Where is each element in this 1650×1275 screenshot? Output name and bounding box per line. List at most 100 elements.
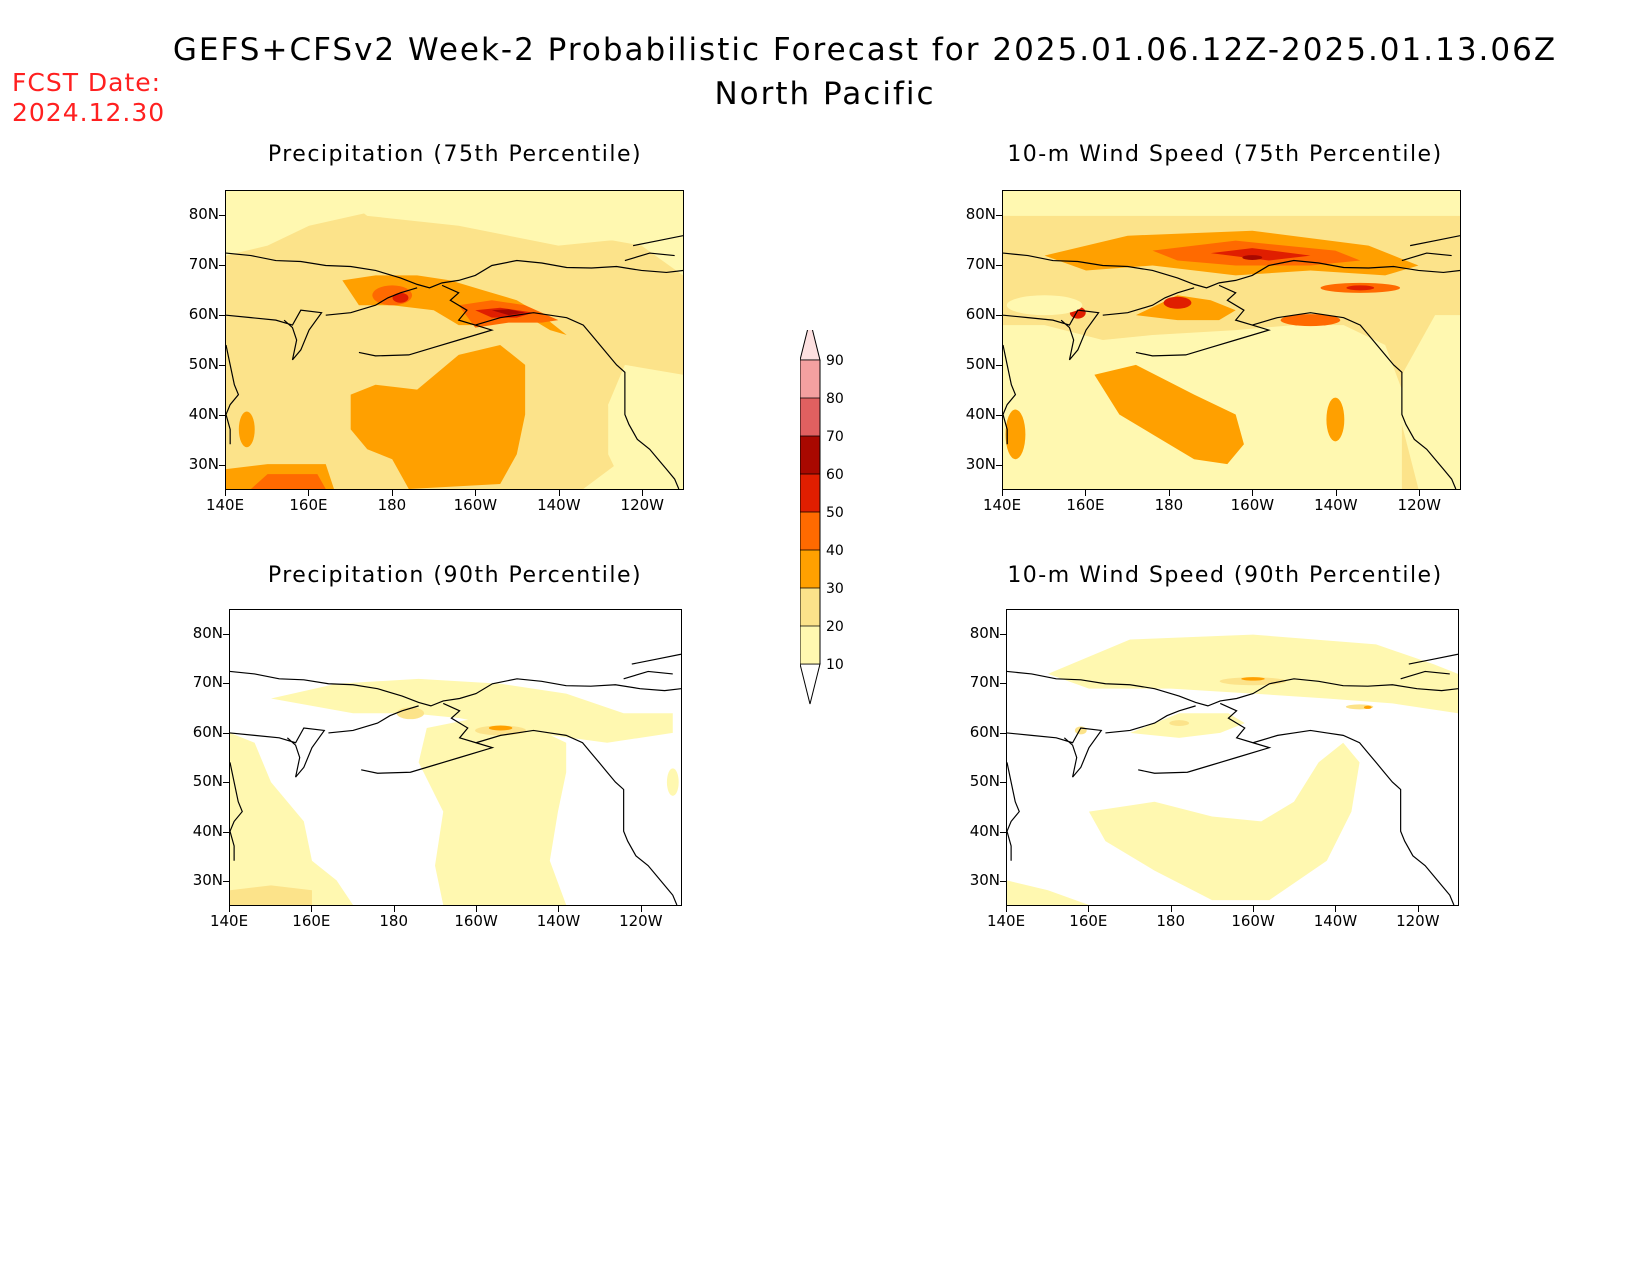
lat-tick-label: 30N xyxy=(188,455,219,473)
lat-tick-label: 70N xyxy=(969,673,1000,692)
lon-tick-mark xyxy=(308,490,310,496)
colorbar-label: 90 xyxy=(826,353,844,369)
colorbar-segment xyxy=(800,360,820,398)
precip90-field xyxy=(230,653,681,905)
kamchatka-coastline xyxy=(1003,309,1100,361)
lon-tick-mark xyxy=(642,490,644,496)
lon-tick-label: 160E xyxy=(289,496,328,514)
colorbar-segment xyxy=(800,588,820,626)
archipelago-coastline xyxy=(1408,653,1458,665)
lat-tick-label: 60N xyxy=(969,722,1000,741)
wind75-japan-30 xyxy=(1005,409,1026,460)
lat-tick-label: 60N xyxy=(188,305,219,323)
lat-tick-label: 60N xyxy=(965,305,996,323)
precip75-chukotka-50 xyxy=(392,292,409,303)
map-wind-speed-90th xyxy=(1006,609,1459,906)
map-wind-speed-75th xyxy=(1002,190,1461,490)
wind75-east-30 xyxy=(1326,397,1345,442)
wind75-arctic-60 xyxy=(1242,255,1263,261)
map-precipitation-75th xyxy=(225,190,684,490)
lon-tick-label: 140E xyxy=(209,912,249,930)
japan-sakhalin-coastline xyxy=(1003,344,1017,445)
lat-tick-label: 80N xyxy=(965,205,996,223)
wind90-south-10 xyxy=(1007,880,1089,905)
lat-tick-mark xyxy=(996,265,1002,266)
precip75-broad-20 xyxy=(226,210,683,489)
japan-sakhalin-coastline xyxy=(230,762,243,861)
lat-tick-mark xyxy=(1000,732,1006,734)
arctic-coastline xyxy=(1003,252,1460,289)
wind75-gulf-40 xyxy=(1280,314,1341,327)
lon-tick-label: 140E xyxy=(205,496,245,514)
lon-tick-mark xyxy=(558,490,560,496)
colorbar-segment xyxy=(800,474,820,512)
lon-tick-label: 180 xyxy=(1156,912,1186,930)
lat-tick-label: 50N xyxy=(965,355,996,373)
wind75-siberia-10 xyxy=(1006,295,1083,316)
lon-tick-label: 140W xyxy=(536,912,581,930)
lat-tick-mark xyxy=(219,315,225,316)
arctic-coastline xyxy=(230,670,681,707)
lat-tick-label: 40N xyxy=(192,821,223,840)
lat-tick-mark xyxy=(1000,782,1006,784)
lat-tick-label: 80N xyxy=(192,623,223,642)
japan-sakhalin-coastline xyxy=(1007,762,1020,861)
precip75-central-30 xyxy=(350,344,526,489)
lat-tick-mark xyxy=(223,831,229,833)
wind90-arctic-30 xyxy=(1241,677,1265,681)
north-america-pacific-coastline xyxy=(1252,729,1455,905)
lon-tick-mark xyxy=(475,490,477,496)
lon-tick-mark xyxy=(311,906,313,912)
lat-tick-mark xyxy=(223,683,229,685)
colorbar-segment xyxy=(800,626,820,664)
archipelago-coastline xyxy=(1410,235,1460,247)
alaska-aleutian-coastline xyxy=(358,284,494,357)
lon-tick-mark xyxy=(225,490,226,496)
lon-tick-label: 160W xyxy=(453,496,498,514)
lon-tick-label: 160E xyxy=(1066,496,1105,514)
lat-tick-label: 30N xyxy=(192,871,223,890)
panel-title-precip75: Precipitation (75th Percentile) xyxy=(267,142,643,167)
colorbar-label: 20 xyxy=(826,619,844,635)
precip75-alaska-60 xyxy=(491,309,526,316)
precip75-japan-30 xyxy=(238,411,255,448)
wind90-field xyxy=(1007,634,1458,905)
panel-title-precip90: Precipitation (90th Percentile) xyxy=(267,563,643,588)
lon-tick-mark xyxy=(640,906,642,912)
lon-tick-mark xyxy=(1006,906,1007,912)
archipelago-coastline xyxy=(623,670,673,680)
precip90-chukotka-20 xyxy=(396,707,425,720)
chukotka-coastline xyxy=(1102,287,1195,316)
north-america-pacific-coastline xyxy=(1252,312,1457,489)
lon-tick-mark xyxy=(476,906,478,912)
lat-tick-mark xyxy=(1000,683,1006,685)
lat-tick-label: 50N xyxy=(969,772,1000,791)
lat-tick-mark xyxy=(219,465,225,466)
lat-tick-mark xyxy=(223,732,229,734)
chukotka-coastline xyxy=(325,287,418,316)
colorbar-label: 60 xyxy=(826,467,844,483)
lon-tick-label: 140E xyxy=(986,912,1026,930)
lat-tick-mark xyxy=(219,365,225,366)
archipelago-coastline xyxy=(1401,252,1452,262)
chukotka-coastline xyxy=(328,705,419,734)
lon-tick-mark xyxy=(1088,906,1090,912)
page-title: GEFS+CFSv2 Week-2 Probabilistic Forecast… xyxy=(172,32,1558,68)
lon-tick-mark xyxy=(1085,490,1087,496)
lat-tick-label: 40N xyxy=(965,405,996,423)
lat-tick-mark xyxy=(996,315,1002,316)
lat-tick-label: 80N xyxy=(188,205,219,223)
lat-tick-mark xyxy=(996,215,1002,216)
lon-tick-mark xyxy=(229,906,230,912)
wind75-central-30 xyxy=(1094,364,1244,465)
forecast-date-label: FCST Date: xyxy=(12,68,162,97)
lat-tick-mark xyxy=(219,415,225,416)
lon-tick-mark xyxy=(1253,906,1255,912)
lon-tick-mark xyxy=(558,906,560,912)
precip90-coast-10 xyxy=(666,768,679,796)
wind75-bering-30 xyxy=(1135,295,1236,321)
kamchatka-coastline xyxy=(1007,727,1103,778)
lat-tick-mark xyxy=(996,365,1002,366)
lat-tick-label: 50N xyxy=(192,772,223,791)
north-america-pacific-coastline xyxy=(475,312,680,489)
